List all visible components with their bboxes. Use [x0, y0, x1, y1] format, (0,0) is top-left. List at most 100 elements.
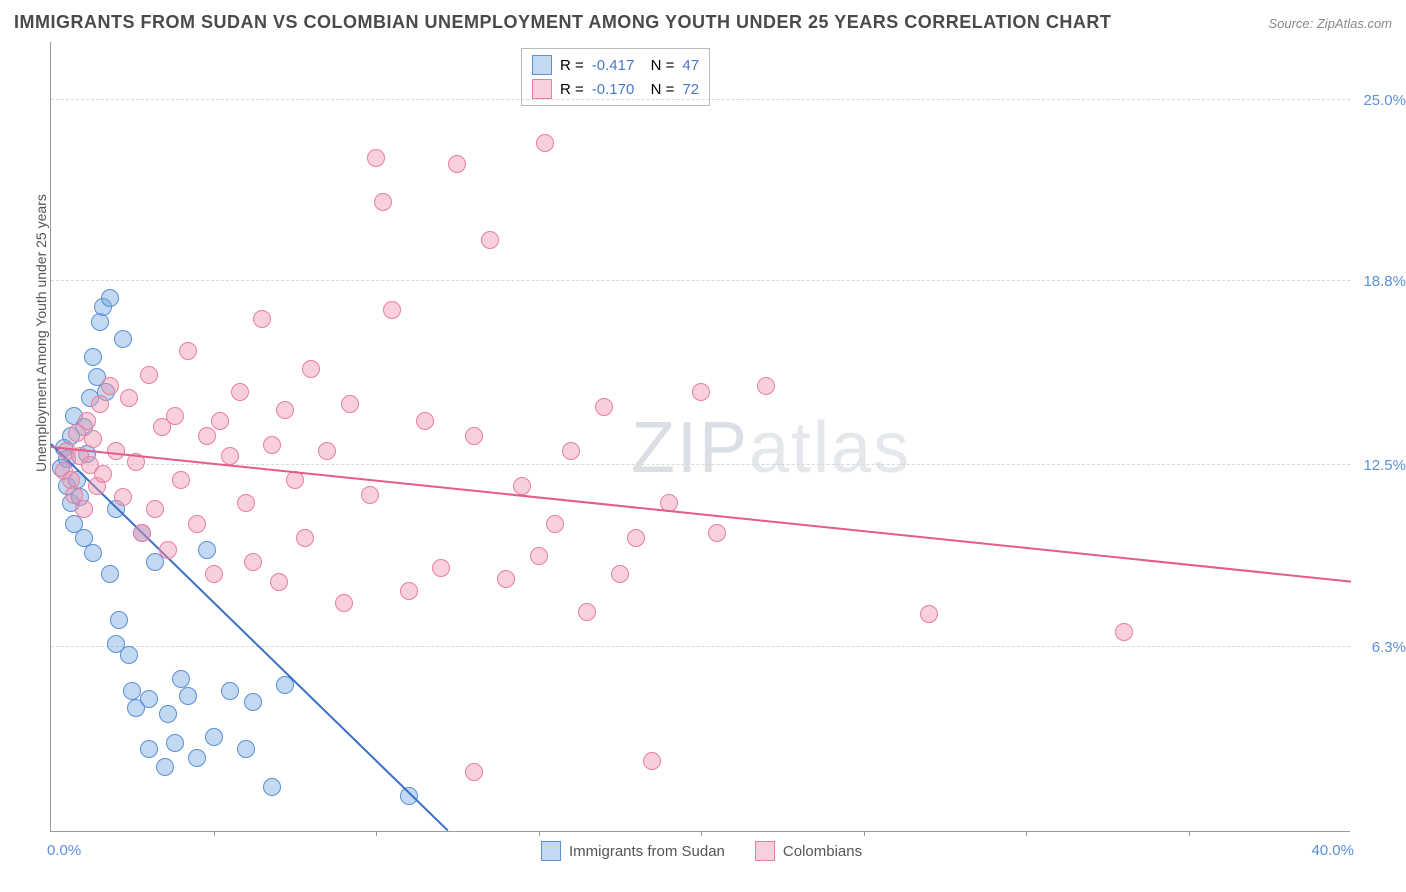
legend-row-colombians: R = -0.170 N = 72: [532, 77, 699, 101]
data-point: [276, 401, 294, 419]
data-point: [94, 465, 112, 483]
swatch-colombians: [532, 79, 552, 99]
data-point: [120, 646, 138, 664]
data-point: [611, 565, 629, 583]
data-point: [263, 778, 281, 796]
swatch-colombians: [755, 841, 775, 861]
data-point: [253, 310, 271, 328]
data-point: [708, 524, 726, 542]
data-point: [101, 565, 119, 583]
data-point: [172, 670, 190, 688]
data-point: [205, 728, 223, 746]
data-point: [465, 763, 483, 781]
x-tick: [864, 831, 865, 836]
data-point: [244, 693, 262, 711]
data-point: [231, 383, 249, 401]
data-point: [172, 471, 190, 489]
n-value-sudan: 47: [682, 57, 699, 74]
data-point: [101, 289, 119, 307]
data-point: [84, 430, 102, 448]
data-point: [920, 605, 938, 623]
data-point: [140, 366, 158, 384]
data-point: [400, 787, 418, 805]
data-point: [114, 488, 132, 506]
data-point: [198, 541, 216, 559]
y-tick-label: 25.0%: [1363, 92, 1406, 109]
data-point: [120, 389, 138, 407]
r-label: R =: [560, 57, 584, 74]
data-point: [188, 515, 206, 533]
data-point: [110, 611, 128, 629]
data-point: [188, 749, 206, 767]
legend-item-sudan: Immigrants from Sudan: [541, 841, 725, 861]
gridline: [51, 646, 1350, 647]
watermark-bold: ZIP: [631, 408, 749, 488]
data-point: [335, 594, 353, 612]
x-axis-max-label: 40.0%: [1311, 842, 1354, 859]
data-point: [270, 573, 288, 591]
data-point: [578, 603, 596, 621]
data-point: [536, 134, 554, 152]
data-point: [692, 383, 710, 401]
data-point: [75, 500, 93, 518]
legend-item-colombians: Colombians: [755, 841, 862, 861]
data-point: [383, 301, 401, 319]
data-point: [166, 734, 184, 752]
data-point: [1115, 623, 1133, 641]
data-point: [627, 529, 645, 547]
data-point: [244, 553, 262, 571]
data-point: [513, 477, 531, 495]
y-axis-label: Unemployment Among Youth under 25 years: [33, 194, 49, 472]
data-point: [198, 427, 216, 445]
data-point: [179, 342, 197, 360]
data-point: [432, 559, 450, 577]
correlation-legend: R = -0.417 N = 47 R = -0.170 N = 72: [521, 48, 710, 106]
data-point: [140, 690, 158, 708]
data-point: [302, 360, 320, 378]
gridline: [51, 464, 1350, 465]
data-point: [341, 395, 359, 413]
data-point: [221, 447, 239, 465]
source-citation: Source: ZipAtlas.com: [1268, 16, 1392, 31]
r-value-sudan: -0.417: [592, 57, 635, 74]
data-point: [546, 515, 564, 533]
data-point: [133, 524, 151, 542]
data-point: [146, 500, 164, 518]
data-point: [367, 149, 385, 167]
y-tick-label: 6.3%: [1372, 639, 1406, 656]
data-point: [757, 377, 775, 395]
data-point: [101, 377, 119, 395]
swatch-sudan: [541, 841, 561, 861]
data-point: [159, 705, 177, 723]
n-value-colombians: 72: [682, 81, 699, 98]
data-point: [361, 486, 379, 504]
data-point: [562, 442, 580, 460]
data-point: [400, 582, 418, 600]
data-point: [497, 570, 515, 588]
x-tick: [701, 831, 702, 836]
scatter-plot-area: Unemployment Among Youth under 25 years …: [50, 42, 1350, 832]
data-point: [114, 330, 132, 348]
swatch-sudan: [532, 55, 552, 75]
x-tick: [1026, 831, 1027, 836]
data-point: [221, 682, 239, 700]
data-point: [481, 231, 499, 249]
legend-label-sudan: Immigrants from Sudan: [569, 843, 725, 860]
data-point: [237, 740, 255, 758]
legend-row-sudan: R = -0.417 N = 47: [532, 53, 699, 77]
legend-label-colombians: Colombians: [783, 843, 862, 860]
n-label: N =: [642, 57, 674, 74]
data-point: [123, 682, 141, 700]
data-point: [296, 529, 314, 547]
x-axis-min-label: 0.0%: [47, 842, 81, 859]
y-tick-label: 12.5%: [1363, 457, 1406, 474]
data-point: [530, 547, 548, 565]
r-value-colombians: -0.170: [592, 81, 635, 98]
x-tick: [376, 831, 377, 836]
data-point: [107, 442, 125, 460]
gridline: [51, 99, 1350, 100]
data-point: [374, 193, 392, 211]
data-point: [156, 758, 174, 776]
data-point: [595, 398, 613, 416]
data-point: [84, 544, 102, 562]
